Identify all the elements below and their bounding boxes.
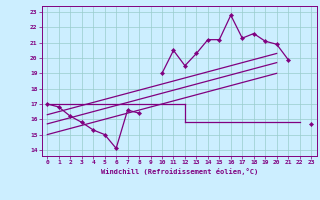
- X-axis label: Windchill (Refroidissement éolien,°C): Windchill (Refroidissement éolien,°C): [100, 168, 258, 175]
